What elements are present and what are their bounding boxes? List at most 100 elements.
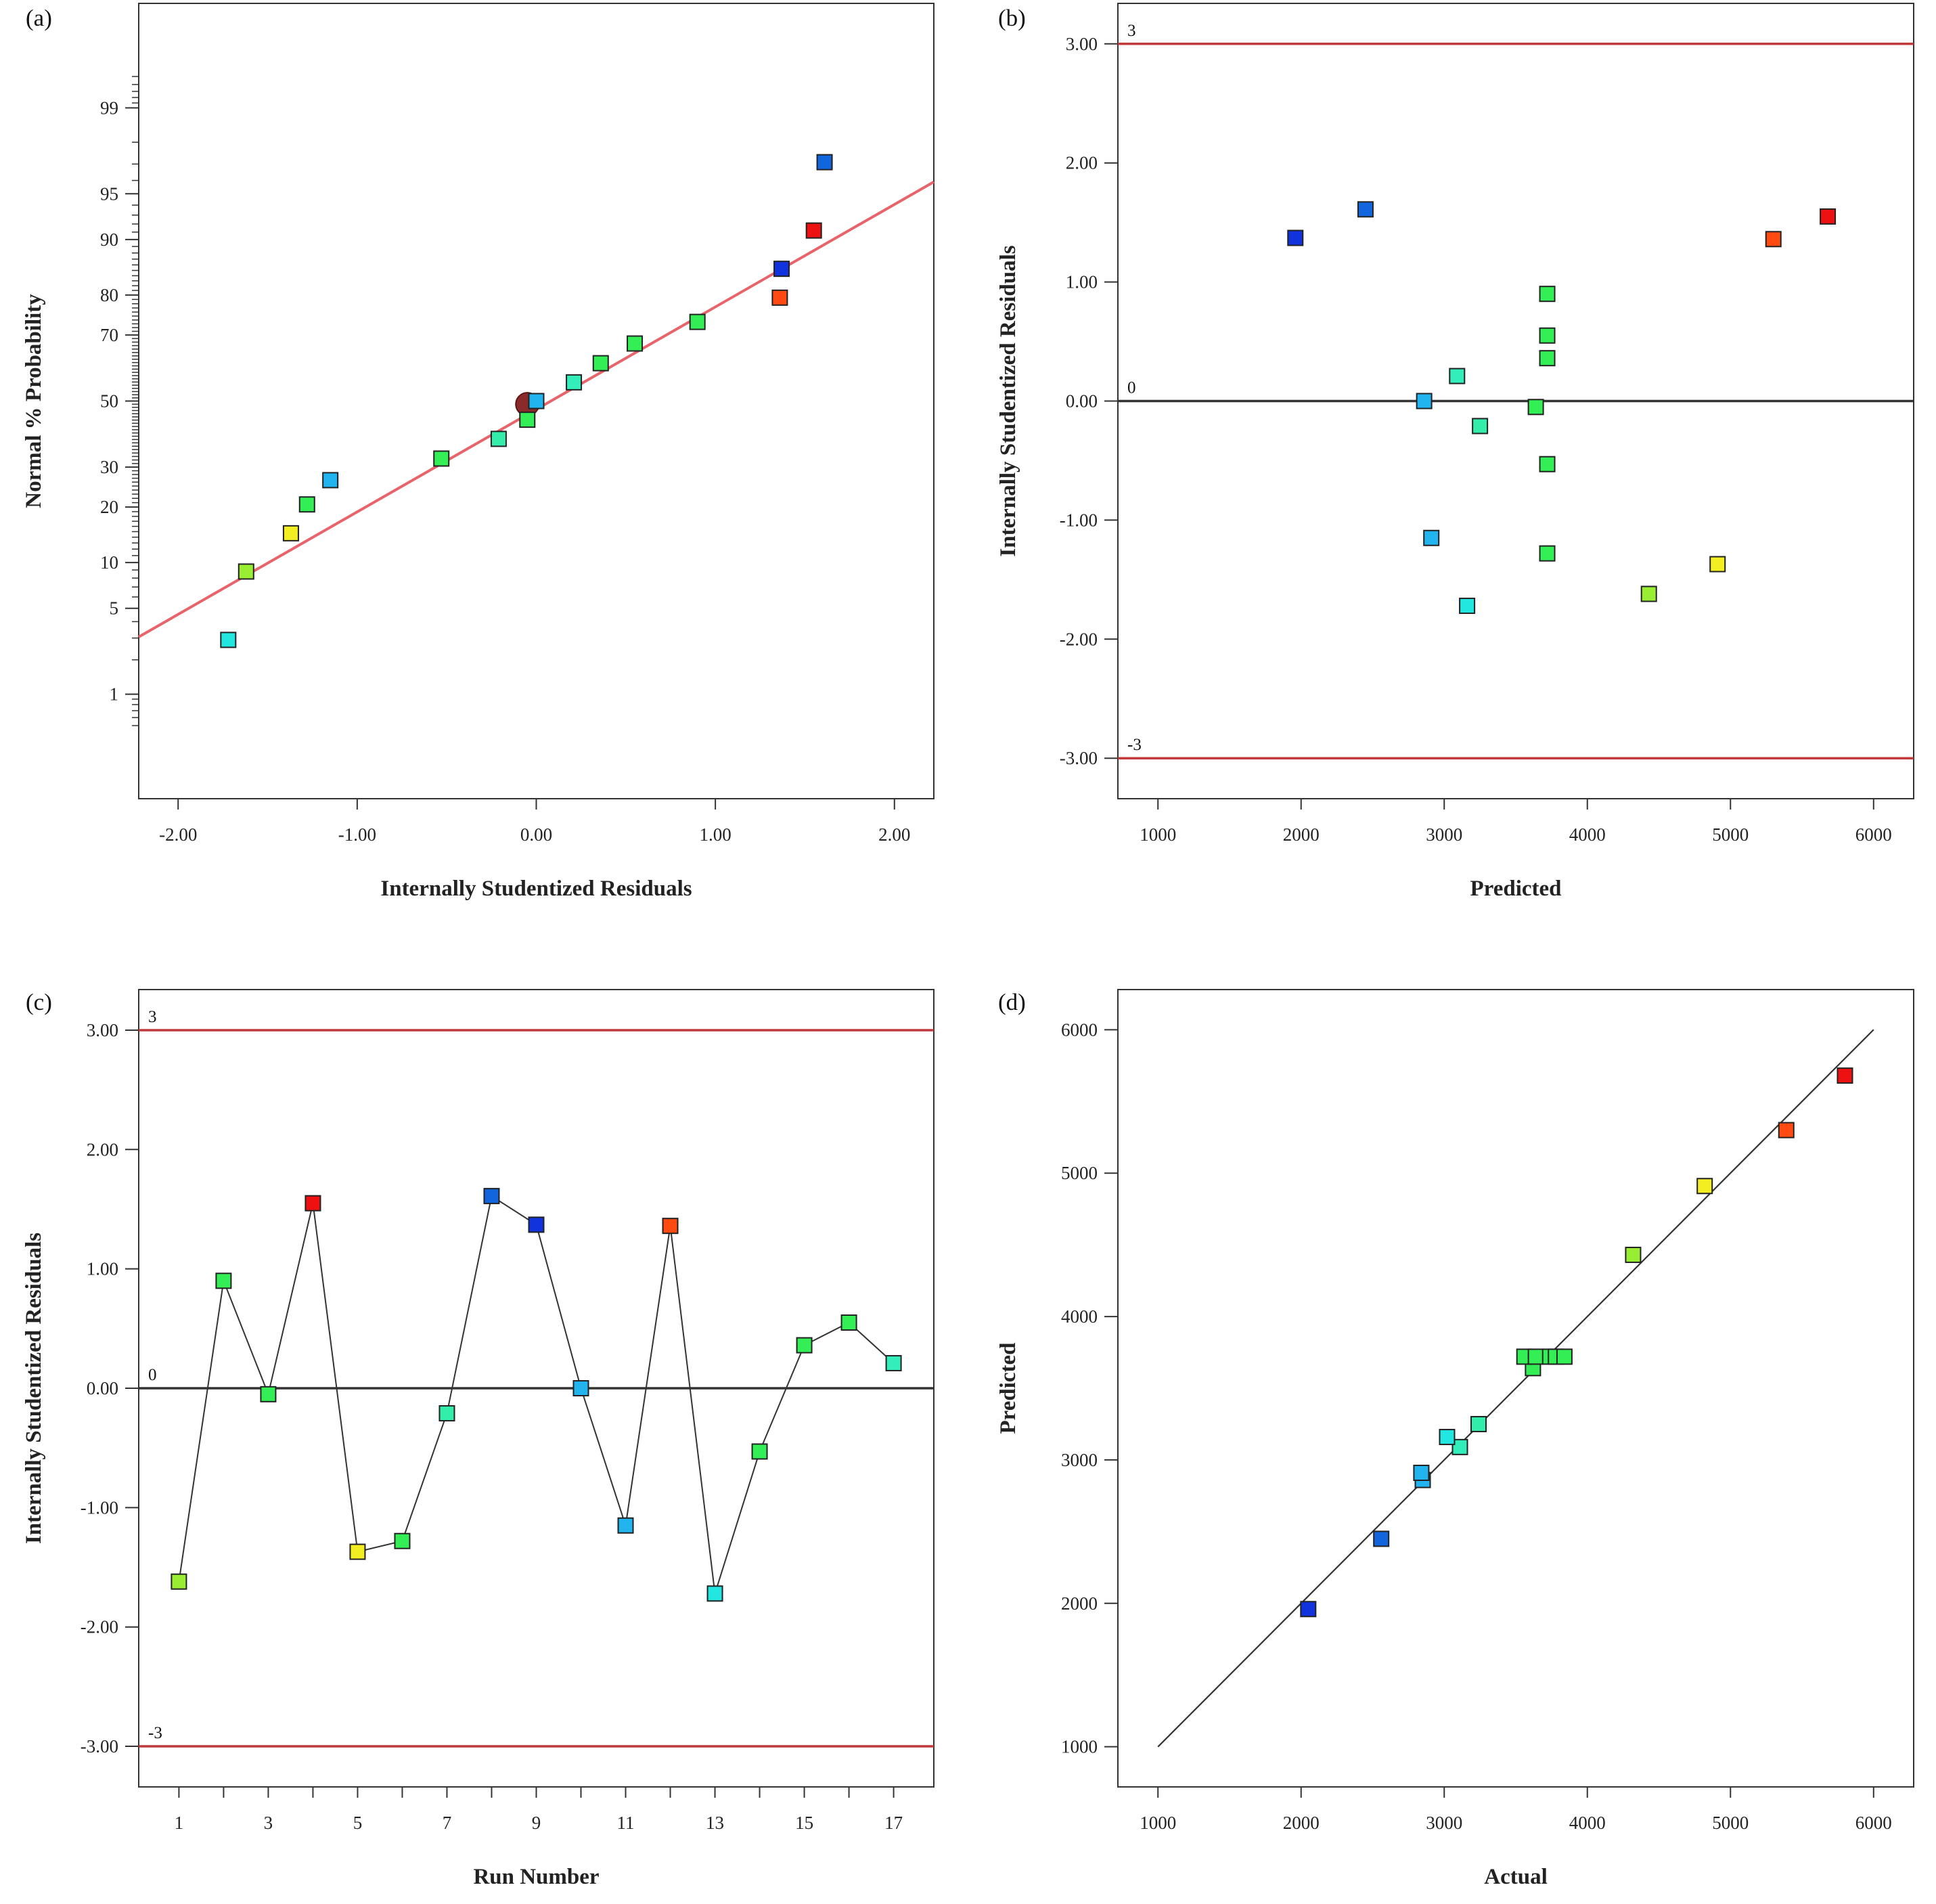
y-tick-label: 1000 [1061,1737,1098,1757]
data-point [771,289,788,306]
data-point [1837,1067,1853,1084]
panel-label: (b) [998,5,1026,31]
panel-b-residuals-vs-predicted: (b) 1000 2000 3000 4000 5000 6000 3.00 2.00 1.00 0… [996,3,1914,901]
y-tick-label: 5000 [1061,1163,1098,1183]
data-point [1423,529,1440,546]
y-tick-label: -3.00 [1060,748,1098,768]
y-tick-label: 30 [100,457,118,477]
data-point [305,1195,321,1212]
y-tick-label: 3.00 [87,1020,118,1040]
data-point [1373,1530,1390,1547]
data-point [438,1405,455,1422]
plot-frame [1117,989,1914,1788]
panel-label: (a) [26,5,52,31]
data-point [1625,1246,1642,1263]
data-point [572,1380,589,1396]
x-tick-label: 1.00 [700,824,731,845]
data-point [1640,585,1657,602]
control-limit-label: -3 [148,1724,162,1742]
data-point [805,222,822,239]
x-axis-label: Actual [1484,1865,1548,1889]
data-point [1696,1178,1713,1195]
data-point [1539,545,1556,562]
data-point [1470,1415,1487,1432]
data-point [1357,201,1374,218]
data-point [840,1314,857,1331]
y-axis-label: Internally Studentized Residuals [22,1233,46,1544]
panel-c-residuals-vs-run: (c)1 3 5 7 9 11 13 15 173.002.001.000.00-1.00-2.… [22,989,935,1889]
x-tick-label: 17 [884,1813,903,1833]
x-tick-label: 1000 [1140,1813,1176,1833]
data-point [1416,393,1433,409]
y-tick-label: 90 [100,229,118,250]
y-tick-label: 2.00 [1066,153,1098,173]
data-point [260,1386,277,1402]
y-axis-label: Internally Studentized Residuals [996,245,1020,556]
y-tick-label: 20 [100,497,118,517]
data-point [1413,1465,1430,1482]
x-tick-label: 2000 [1283,824,1320,845]
data-point [689,313,706,330]
y-tick-label: 95 [100,183,118,204]
data-point [1527,399,1544,416]
x-tick-label: -1.00 [338,824,376,845]
panel-d-predicted-vs-actual: (d) 1000 2000 3000 4000 5000 6000 6000 5000 4000 3… [996,989,1914,1889]
panel-label: (d) [998,989,1026,1015]
y-tick-label: 3000 [1061,1450,1098,1470]
data-point [394,1532,411,1549]
data-point [706,1585,723,1602]
y-tick-label: 0.00 [87,1378,118,1398]
y-tick-label: -2.00 [1060,629,1098,649]
y-tick-label: 3.00 [1066,34,1098,54]
data-point [349,1543,366,1560]
data-point [662,1218,679,1235]
y-tick-label: 1.00 [1066,272,1098,292]
y-tick-label: -1.00 [81,1497,118,1518]
x-tick-label: 5000 [1712,1813,1749,1833]
x-axis-label: Predicted [1470,877,1561,901]
zero-line-label: 0 [148,1366,157,1384]
data-point [816,154,833,171]
y-axis-label: Normal % Probability [22,294,46,508]
control-limit-label: -3 [1127,736,1142,754]
data-point [1539,327,1556,344]
x-tick-label: 3000 [1426,1813,1462,1833]
data-point [1527,1348,1544,1365]
data-point [1539,456,1556,472]
data-point [566,374,583,391]
y-tick-label: 10 [100,552,118,573]
data-point [1556,1348,1573,1365]
data-point [528,1216,545,1233]
x-tick-label: 1000 [1140,824,1176,845]
y-tick-label: 2.00 [87,1139,118,1159]
x-tick-label: 1 [175,1813,184,1833]
x-tick-label: 7 [443,1813,452,1833]
data-point [483,1188,500,1205]
data-point [617,1517,634,1534]
data-point [1539,286,1556,303]
zero-line-label: 0 [1127,379,1136,397]
data-point [1820,208,1837,225]
data-point [433,450,450,467]
y-tick-label: 50 [100,391,118,412]
panel-a-normal-probability-plot: (a) -2.00 -1.00 0.00 1.00 2.00 1 5 10 20 30 50 70 80 9… [22,3,935,901]
control-limit-label: 3 [1127,22,1136,40]
data-point [322,472,339,489]
data-point [1765,231,1782,248]
x-tick-label: 15 [795,1813,813,1833]
data-point [592,355,609,372]
data-point [1451,1438,1468,1455]
y-tick-label: 2000 [1061,1593,1098,1614]
x-tick-label: 2000 [1283,1813,1320,1833]
panel-label: (c) [26,989,52,1015]
x-tick-label: -2.00 [159,824,197,845]
x-tick-label: 11 [617,1813,635,1833]
x-tick-label: 5 [353,1813,363,1833]
data-point [528,393,545,409]
data-point [1300,1601,1317,1618]
x-tick-label: 9 [532,1813,541,1833]
x-tick-label: 4000 [1569,824,1606,845]
fit-line [1157,1029,1874,1748]
y-tick-label: -2.00 [81,1617,118,1637]
x-tick-label: 13 [706,1813,724,1833]
